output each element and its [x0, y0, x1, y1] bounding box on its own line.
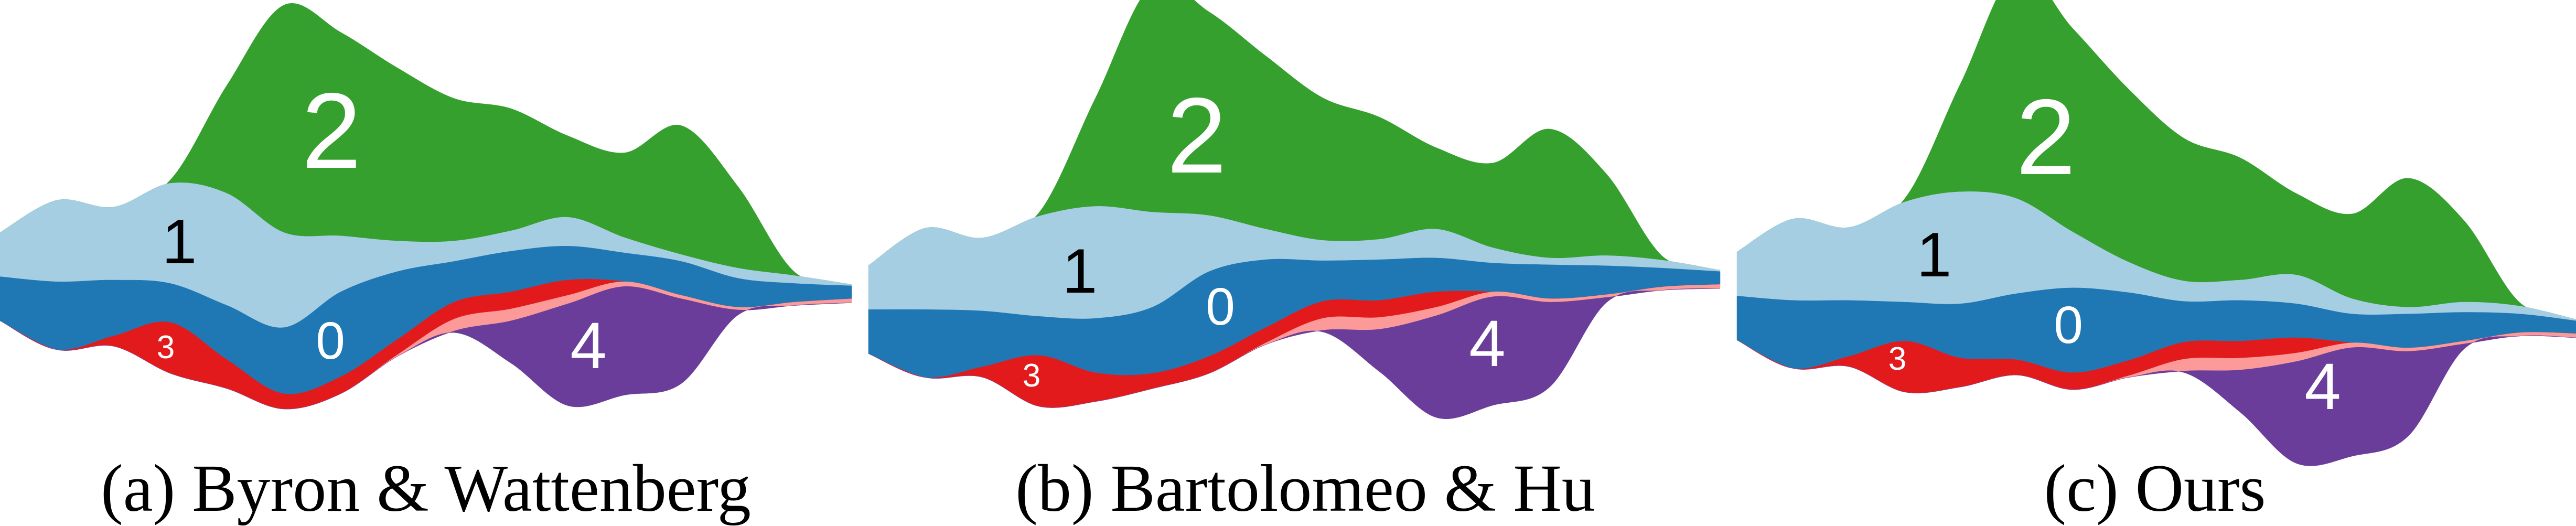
series-label-0: 0: [1206, 277, 1235, 336]
series-label-2: 2: [302, 71, 361, 191]
series-label-3: 3: [1023, 358, 1040, 394]
series-label-2: 2: [2016, 77, 2076, 197]
series-label-3: 3: [157, 329, 175, 366]
panel-bartolomeo-hu: [868, 0, 1721, 420]
panel-byron-wattenberg: [0, 3, 852, 410]
series-label-0: 0: [2054, 296, 2083, 355]
caption-c: (c) Ours: [2044, 451, 2266, 525]
series-label-4: 4: [570, 309, 607, 382]
caption-b: (b) Bartolomeo & Hu: [1015, 451, 1595, 525]
series-label-0: 0: [316, 312, 345, 370]
stream-layer-4: [868, 288, 1721, 420]
stream-layer-4: [0, 286, 852, 410]
series-label-1: 1: [162, 207, 197, 277]
series-label-1: 1: [1062, 236, 1098, 306]
series-label-3: 3: [1888, 341, 1906, 377]
series-label-4: 4: [1469, 307, 1506, 380]
series-label-4: 4: [2304, 350, 2341, 423]
stream-layer-4: [1736, 335, 2576, 466]
stream-layer-2: [868, 0, 1721, 271]
caption-a: (a) Byron & Wattenberg: [101, 451, 751, 525]
panel-ours: [1736, 0, 2576, 466]
series-label-2: 2: [1167, 76, 1227, 196]
series-label-1: 1: [1917, 220, 1952, 290]
